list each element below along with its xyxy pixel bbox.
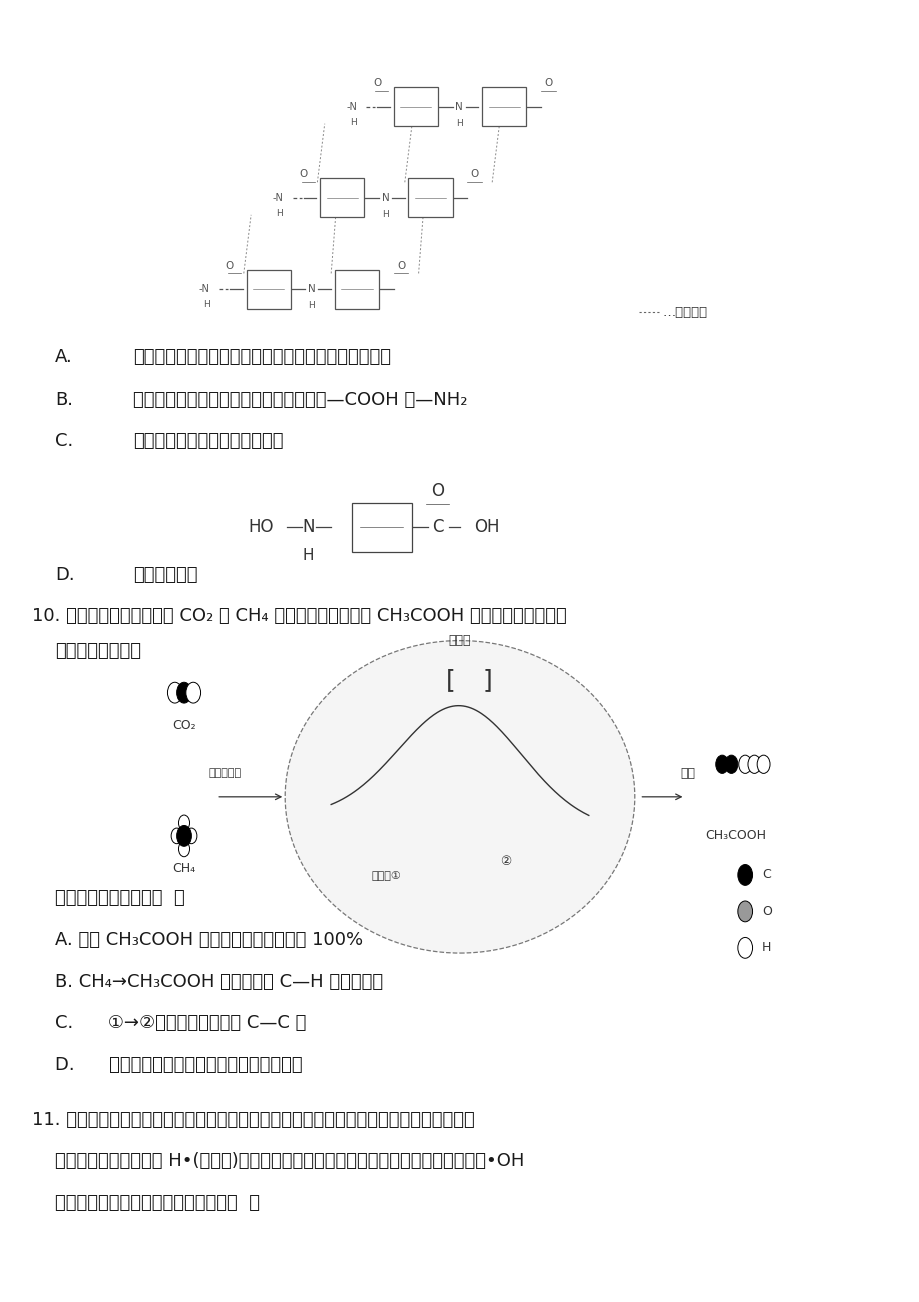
- Text: 完全水解产物的单个分子中，含有官能团—COOH 或—NH₂: 完全水解产物的单个分子中，含有官能团—COOH 或—NH₂: [133, 391, 468, 409]
- Text: CH₃COOH: CH₃COOH: [705, 829, 766, 842]
- Circle shape: [171, 828, 182, 844]
- Circle shape: [176, 825, 191, 846]
- Text: D.      该催化剂可有效提高反应物的平衡转化率: D. 该催化剂可有效提高反应物的平衡转化率: [55, 1056, 302, 1074]
- Text: ②: ②: [500, 855, 511, 868]
- Bar: [408, 178, 452, 217]
- Circle shape: [747, 755, 760, 773]
- Text: HO: HO: [248, 518, 274, 536]
- Bar: [246, 270, 290, 309]
- Text: H: H: [203, 301, 210, 309]
- Text: 完全水解产物的单个分子中，苯环上的一氯代物有两种: 完全水解产物的单个分子中，苯环上的一氯代物有两种: [133, 348, 391, 366]
- Circle shape: [737, 865, 752, 885]
- Text: O: O: [226, 260, 233, 271]
- Text: -N: -N: [272, 193, 283, 203]
- Text: H: H: [277, 210, 283, 217]
- Text: O: O: [430, 482, 444, 500]
- Text: O: O: [471, 169, 478, 180]
- Text: N: N: [308, 284, 315, 294]
- Text: 历程示意图如图。: 历程示意图如图。: [55, 642, 141, 660]
- Text: O: O: [761, 905, 771, 918]
- Text: A.: A.: [55, 348, 73, 366]
- Text: OH: OH: [474, 518, 499, 536]
- Text: H: H: [455, 120, 462, 128]
- Text: A. 生成 CH₃COOH 总反应的原子利用率为 100%: A. 生成 CH₃COOH 总反应的原子利用率为 100%: [55, 931, 363, 949]
- Bar: [335, 270, 379, 309]
- Text: 闭，可得到强还原性的 H•(氢原子)；若上端开口打开，并鼓入空气，可得到强氧化性的•OH: 闭，可得到强还原性的 H•(氢原子)；若上端开口打开，并鼓入空气，可得到强氧化性…: [55, 1152, 524, 1170]
- Circle shape: [715, 755, 728, 773]
- Circle shape: [167, 682, 182, 703]
- Text: 10. 我国科研人员提出了由 CO₂ 和 CH₄ 转化为高附加值产品 CH₃COOH 的催化反应历程。该: 10. 我国科研人员提出了由 CO₂ 和 CH₄ 转化为高附加值产品 CH₃CO…: [32, 607, 566, 625]
- Text: CH₄: CH₄: [172, 862, 196, 875]
- Text: N: N: [301, 518, 314, 536]
- Text: 催化剂①: 催化剂①: [371, 870, 401, 880]
- Text: C.      ①→②放出能量并形成了 C—C 键: C. ①→②放出能量并形成了 C—C 键: [55, 1014, 306, 1032]
- Circle shape: [737, 901, 752, 922]
- Bar: [482, 87, 526, 126]
- Text: O: O: [544, 78, 551, 89]
- Text: C.: C.: [55, 432, 74, 450]
- Circle shape: [724, 755, 737, 773]
- Ellipse shape: [285, 641, 634, 953]
- Text: …表示氢键: …表示氢键: [662, 306, 707, 319]
- Text: C: C: [431, 518, 443, 536]
- Circle shape: [756, 755, 769, 773]
- Circle shape: [178, 815, 189, 831]
- Text: 下列说法不正确的是（  ）: 下列说法不正确的是（ ）: [55, 889, 185, 907]
- Text: 氢键对该高分子的性能没有影响: 氢键对该高分子的性能没有影响: [133, 432, 284, 450]
- Text: H: H: [381, 211, 389, 219]
- Bar: [352, 503, 412, 552]
- Text: O: O: [373, 78, 380, 89]
- Circle shape: [738, 755, 751, 773]
- Text: D.: D.: [55, 566, 74, 585]
- Text: 过渡态: 过渡态: [448, 634, 471, 647]
- Text: CO₂: CO₂: [172, 719, 196, 732]
- Circle shape: [737, 937, 752, 958]
- Text: C: C: [761, 868, 770, 881]
- Circle shape: [186, 682, 200, 703]
- Text: （羟基自由基）。下列说法错误的是（  ）: （羟基自由基）。下列说法错误的是（ ）: [55, 1194, 260, 1212]
- Text: 11. 铁碳微电解技术是利用原电池原理处理酸性污水的一种工艺，装置如图。若上端开口关: 11. 铁碳微电解技术是利用原电池原理处理酸性污水的一种工艺，装置如图。若上端开…: [32, 1111, 474, 1129]
- Bar: [393, 87, 437, 126]
- Text: -N: -N: [199, 284, 210, 294]
- Circle shape: [178, 841, 189, 857]
- Text: ]: ]: [482, 668, 493, 691]
- Text: H: H: [302, 548, 313, 564]
- Text: 结构简式为：: 结构简式为：: [133, 566, 198, 585]
- Text: N: N: [381, 193, 389, 203]
- Text: 夺氢: 夺氢: [680, 767, 695, 780]
- Bar: [320, 178, 364, 217]
- Text: B. CH₄→CH₃COOH 过程中，有 C—H 键发生断裂: B. CH₄→CH₃COOH 过程中，有 C—H 键发生断裂: [55, 973, 383, 991]
- Text: H: H: [308, 302, 315, 310]
- Text: -N: -N: [346, 102, 357, 112]
- Circle shape: [186, 828, 197, 844]
- Text: O: O: [300, 169, 307, 180]
- Text: O: O: [397, 260, 404, 271]
- Text: B.: B.: [55, 391, 74, 409]
- Text: [: [: [445, 668, 455, 691]
- Text: 选择性活化: 选择性活化: [209, 768, 242, 779]
- Circle shape: [176, 682, 191, 703]
- Text: H: H: [761, 941, 770, 954]
- Text: H: H: [350, 118, 357, 126]
- Text: N: N: [455, 102, 462, 112]
